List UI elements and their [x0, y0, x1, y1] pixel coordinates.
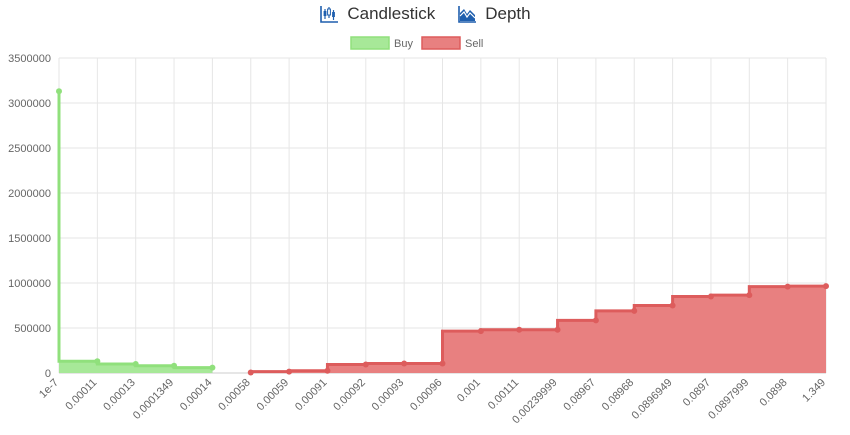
- x-tick-label: 0.00058: [216, 377, 253, 414]
- tab-candlestick-label: Candlestick: [347, 4, 436, 23]
- sell-data-point: [439, 360, 446, 367]
- sell-data-point: [669, 302, 676, 309]
- sell-data-point: [477, 328, 484, 335]
- y-tick-label: 2500000: [8, 143, 51, 155]
- y-tick-label: 500000: [14, 323, 51, 335]
- x-tick-label: 0.00092: [331, 377, 368, 414]
- x-tick-label: 0.001: [455, 377, 483, 405]
- candlestick-chart-icon: [320, 6, 339, 23]
- x-tick-label: 0.08968: [600, 377, 637, 414]
- buy-data-point: [132, 361, 139, 367]
- buy-data-point: [209, 364, 216, 371]
- buy-legend-label: Buy: [394, 38, 413, 50]
- sell-data-point: [247, 369, 254, 376]
- sell-data-point: [286, 368, 293, 375]
- x-tick-label: 0.00013: [101, 377, 138, 414]
- tab-depth[interactable]: Depth: [457, 4, 531, 24]
- x-tick-label: 0.0001349: [131, 377, 176, 422]
- y-tick-label: 1000000: [8, 278, 51, 290]
- tab-candlestick[interactable]: Candlestick: [319, 4, 435, 24]
- sell-data-point: [401, 360, 408, 367]
- x-tick-label: 0.0897: [681, 377, 713, 409]
- x-tick-label: 0.00096: [408, 377, 445, 414]
- y-tick-label: 1500000: [8, 233, 51, 245]
- sell-data-point: [516, 326, 523, 333]
- x-tick-label: 0.00093: [370, 377, 407, 414]
- x-tick-label: 0.0898: [757, 377, 789, 409]
- y-tick-label: 0: [45, 368, 51, 380]
- x-tick-label: 0.0897999: [706, 377, 751, 422]
- sell-legend-label: Sell: [465, 38, 483, 50]
- y-tick-label: 3500000: [8, 53, 51, 65]
- sell-data-point: [324, 367, 331, 374]
- chart-view-tabs: Candlestick Depth: [0, 0, 850, 28]
- x-tick-label: 0.00011: [63, 377, 99, 413]
- x-tick-label: 0.08967: [561, 377, 598, 414]
- sell-data-point: [592, 317, 599, 324]
- sell-legend-swatch: [421, 36, 461, 50]
- chart-legend: Buy Sell: [350, 36, 483, 50]
- x-tick-label: 0.0896949: [629, 377, 674, 422]
- buy-data-point: [56, 88, 62, 95]
- depth-chart-icon: [458, 6, 477, 23]
- sell-data-point: [707, 293, 714, 300]
- x-tick-label: 0.00014: [178, 377, 215, 414]
- sell-series-area: [250, 286, 826, 373]
- x-tick-label: 1.349: [800, 377, 828, 405]
- sell-data-point: [631, 307, 638, 314]
- x-tick-label: 1e-7: [37, 377, 61, 401]
- sell-data-point: [784, 283, 791, 290]
- sell-data-point: [823, 283, 829, 290]
- sell-data-point: [554, 326, 561, 333]
- buy-data-point: [171, 362, 178, 369]
- y-tick-label: 2000000: [8, 188, 51, 200]
- x-tick-label: 0.00059: [255, 377, 292, 414]
- x-tick-label: 0.00091: [293, 377, 330, 414]
- sell-data-point: [746, 292, 753, 299]
- tab-depth-label: Depth: [485, 4, 531, 23]
- x-tick-label: 0.00111: [486, 377, 521, 412]
- y-tick-label: 3000000: [8, 98, 51, 110]
- buy-data-point: [94, 358, 101, 365]
- sell-data-point: [362, 361, 369, 368]
- buy-legend-swatch: [350, 36, 390, 50]
